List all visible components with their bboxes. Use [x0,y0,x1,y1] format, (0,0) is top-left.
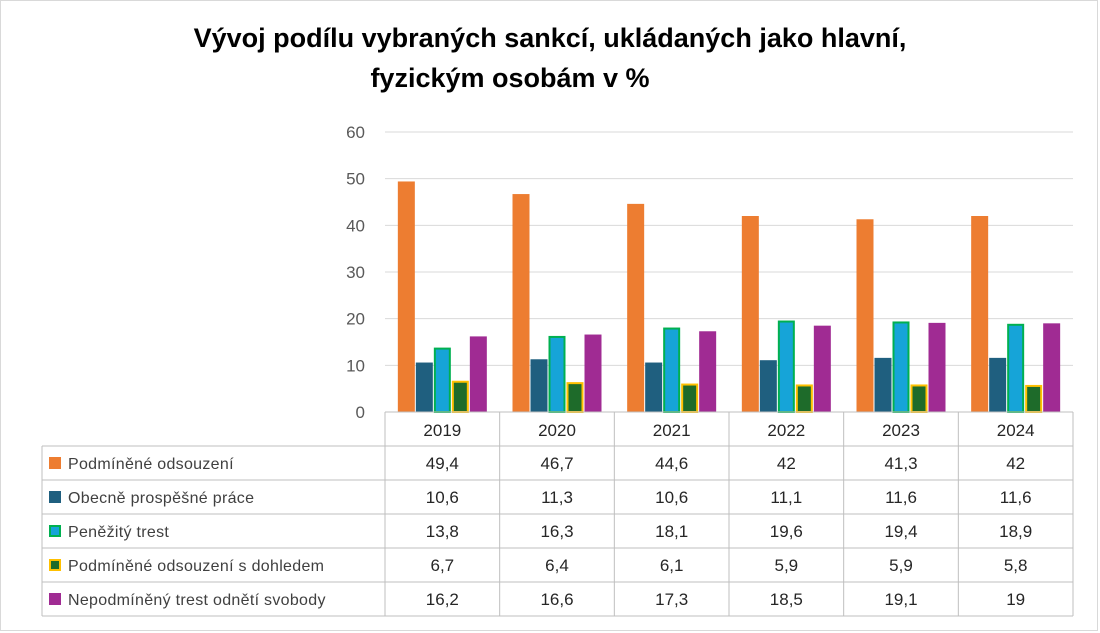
bar-s3-2020 [548,335,566,413]
data-label-s3-2023: 19,4 [884,522,917,541]
bar-s2-2019 [415,362,433,412]
data-label-s2-2019: 10,6 [426,488,459,507]
bar-s2-2021 [645,362,663,412]
legend-label-s4: Podmíněné odsouzení s dohledem [68,558,324,575]
bar-s3-2024 [1007,323,1025,413]
bar-s5-2020 [584,334,602,412]
data-label-s1-2023: 41,3 [884,454,917,473]
y-tick-label-10: 10 [346,356,365,375]
x-tick-label-2023: 2023 [882,421,920,440]
data-label-s1-2022: 42 [777,454,796,473]
data-label-s2-2021: 10,6 [655,488,688,507]
data-label-s3-2019: 13,8 [426,522,459,541]
bar-s5-2024 [1043,323,1061,412]
bar-s5-2023 [928,322,946,412]
legend-label-s3: Peněžitý trest [68,524,169,541]
bar-s2-2022 [759,360,777,412]
bar-s5-2021 [699,331,717,412]
legend-key-s1 [49,457,61,469]
bar-s4-2021 [681,383,699,413]
data-label-s2-2022: 11,1 [770,488,802,507]
bar-s3-2021 [663,327,681,413]
bar-s4-2019 [451,380,469,414]
legend-label-s5: Nepodmíněný trest odnětí svobody [68,592,326,609]
x-tick-label-2024: 2024 [997,421,1035,440]
data-label-s3-2024: 18,9 [999,522,1032,541]
data-label-s4-2020: 6,4 [545,556,569,575]
y-tick-label-60: 60 [346,123,365,142]
bar-s3-2022 [777,320,795,413]
chart-title-line2: fyzickým osobám v % [370,63,650,93]
data-label-s3-2021: 18,1 [655,522,688,541]
bar-s3-2019 [433,347,451,414]
chart-title: Vývoj podílu vybraných sankcí, ukládanýc… [100,18,1000,98]
y-tick-label-40: 40 [346,216,365,235]
x-tick-label-2019: 2019 [423,421,461,440]
legend-key-s5 [49,593,61,605]
data-label-s5-2024: 19 [1006,590,1025,609]
data-label-s1-2021: 44,6 [655,454,688,473]
data-label-s4-2022: 5,9 [775,556,799,575]
data-label-s3-2020: 16,3 [540,522,573,541]
bar-s4-2022 [795,384,813,414]
y-tick-label-20: 20 [346,310,365,329]
data-label-s2-2024: 11,6 [1000,488,1032,507]
bar-s1-2024 [971,216,989,412]
bar-s3-2023 [892,321,910,414]
bar-s1-2019 [397,181,415,412]
data-label-s1-2020: 46,7 [540,454,573,473]
chart-title-line1: Vývoj podílu vybraných sankcí, ukládanýc… [193,23,907,53]
legend-key-s4 [49,559,61,571]
bar-s1-2020 [512,194,530,412]
y-tick-label-50: 50 [346,170,365,189]
bar-s5-2019 [469,336,487,412]
x-tick-label-2022: 2022 [767,421,805,440]
data-label-s1-2019: 49,4 [426,454,459,473]
bar-s4-2023 [910,384,928,414]
data-label-s2-2023: 11,6 [885,488,917,507]
data-label-s4-2021: 6,1 [660,556,684,575]
x-tick-label-2021: 2021 [653,421,691,440]
bar-s2-2023 [874,357,892,412]
data-label-s2-2020: 11,3 [541,488,573,507]
data-label-s5-2021: 17,3 [655,590,688,609]
data-label-s5-2023: 19,1 [884,590,917,609]
bar-s4-2024 [1025,384,1043,413]
bar-s2-2024 [989,357,1007,412]
data-label-s4-2023: 5,9 [889,556,913,575]
bar-s1-2023 [856,219,874,412]
data-label-s5-2022: 18,5 [770,590,803,609]
data-label-s3-2022: 19,6 [770,522,803,541]
legend-key-s2 [49,491,61,503]
bar-s4-2020 [566,382,584,413]
data-label-s5-2019: 16,2 [426,590,459,609]
y-tick-label-0: 0 [356,403,365,422]
bar-s5-2022 [813,325,831,412]
data-label-s4-2019: 6,7 [431,556,455,575]
bar-s1-2022 [741,216,759,412]
data-label-s4-2024: 5,8 [1004,556,1028,575]
y-tick-label-30: 30 [346,263,365,282]
legend-label-s2: Obecně prospěšné práce [68,490,254,507]
x-tick-label-2020: 2020 [538,421,576,440]
data-label-s1-2024: 42 [1006,454,1025,473]
bar-s1-2021 [627,203,645,412]
legend-key-s3 [49,525,61,537]
legend-label-s1: Podmíněné odsouzení [68,456,234,473]
bar-s2-2020 [530,359,548,412]
data-label-s5-2020: 16,6 [540,590,573,609]
